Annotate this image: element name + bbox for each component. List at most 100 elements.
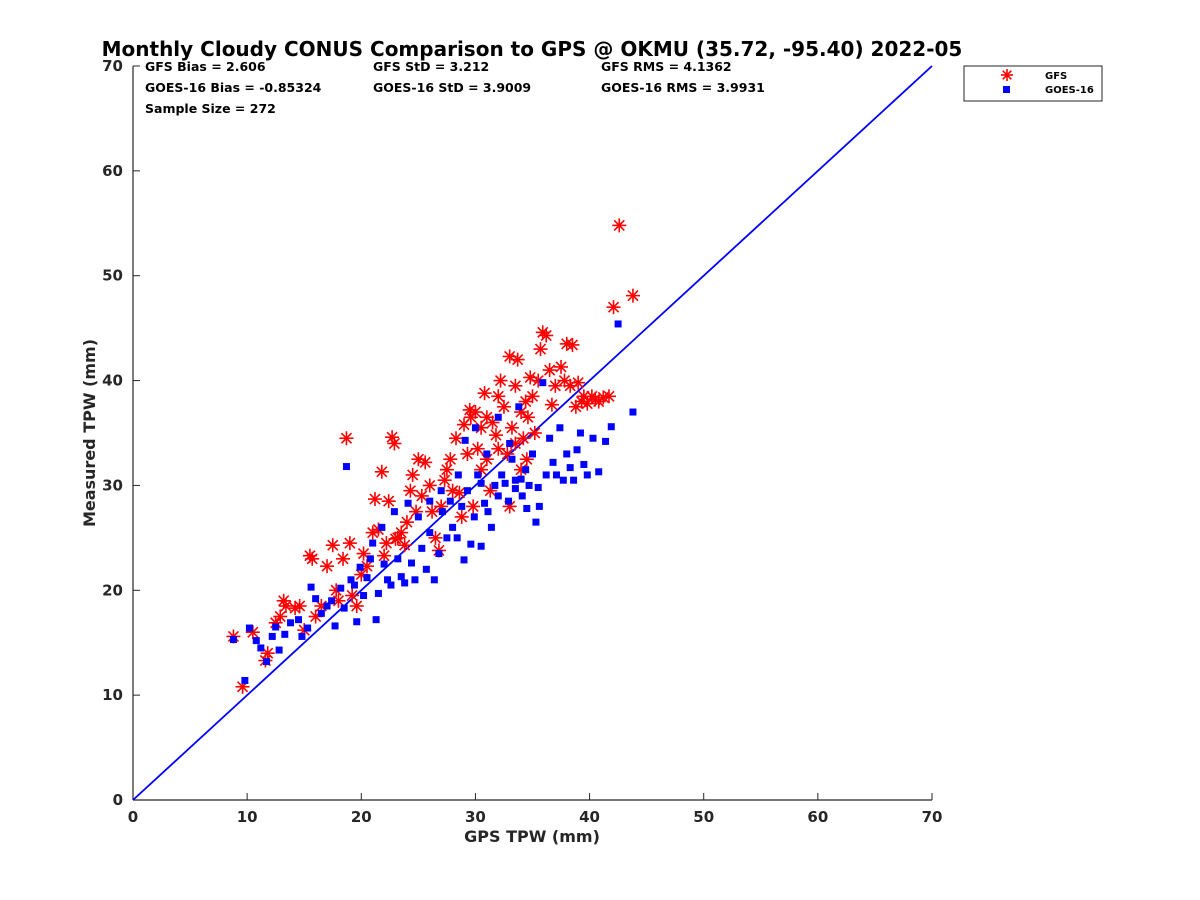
goes16-point (505, 497, 513, 505)
goes16-point (477, 479, 485, 487)
gfs-point (394, 525, 409, 540)
gfs-point (504, 420, 519, 435)
goes16-point (418, 544, 426, 552)
gfs-point (527, 426, 542, 440)
goes16-point (312, 595, 320, 603)
stat-goes16-bias: GOES-16 Bias = -0.85324 (145, 80, 322, 95)
goes16-point (411, 576, 419, 584)
gfs-point (379, 536, 394, 551)
goes16-point (422, 565, 430, 573)
gfs-point (510, 352, 525, 367)
goes16-point (532, 518, 540, 526)
goes16-point (353, 618, 361, 626)
gfs-point (544, 397, 559, 412)
goes16-point (241, 676, 249, 684)
gfs-point (339, 431, 354, 446)
gfs-point (425, 504, 440, 519)
goes16-point (580, 460, 588, 468)
goes16-point (268, 632, 276, 640)
goes16-point (331, 622, 339, 630)
gfs-point (397, 538, 412, 553)
goes16-point (287, 619, 295, 627)
goes16-point (384, 576, 392, 584)
goes16-point (454, 471, 462, 479)
goes16-point (511, 476, 519, 484)
gfs-point (625, 288, 640, 303)
legend-label-gfs: GFS (1045, 71, 1067, 82)
stat-goes16-std: GOES-16 StD = 3.9009 (373, 80, 531, 95)
gfs-point (399, 515, 414, 530)
stats-annotation: GFS Bias = 2.606 GOES-16 Bias = -0.85324… (145, 59, 765, 116)
legend-gfs-asterisk-shape (1001, 69, 1013, 81)
goes16-point (380, 560, 388, 568)
goes16-point (481, 499, 489, 507)
goes16-point (506, 439, 514, 447)
legend: GFS GOES-16 (963, 65, 1103, 102)
goes16-point (275, 646, 283, 654)
y-axis-label: Measured TPW (mm) (80, 339, 99, 527)
goes16-point (435, 550, 443, 558)
gfs-point (374, 464, 389, 479)
tick-group: 0 10 20 30 40 50 60 70 0 10 20 30 40 50 60 70 (102, 57, 942, 826)
x-axis-label: GPS TPW (mm) (464, 827, 600, 846)
goes16-point (511, 485, 519, 493)
goes16-point (508, 455, 516, 463)
goes16-point (494, 492, 502, 500)
gfs-point (571, 375, 586, 390)
gfs-point (449, 431, 464, 446)
goes16-point (477, 542, 485, 550)
goes16-point (245, 624, 253, 632)
goes16-point (517, 475, 525, 483)
gfs-point (439, 462, 454, 477)
gfs-point (488, 428, 503, 443)
y-tick-label: 50 (102, 267, 123, 285)
goes16-point (602, 437, 610, 445)
gfs-point (403, 483, 418, 498)
goes16-point (494, 413, 502, 421)
gfs-point (387, 436, 402, 451)
gfs-point (563, 378, 578, 393)
goes16-point (437, 487, 445, 495)
goes16-point (535, 502, 543, 510)
stat-sample-size: Sample Size = 272 (145, 101, 276, 116)
x-tick-label: 30 (465, 808, 486, 826)
goes16-point (566, 464, 574, 472)
goes16-point (369, 539, 377, 547)
goes16-point (323, 602, 331, 610)
goes16-point (573, 446, 581, 454)
goes16-point (272, 623, 280, 631)
goes16-point (342, 463, 350, 471)
y-tick-label: 70 (102, 57, 123, 75)
gfs-point (496, 399, 511, 414)
gfs-point (443, 452, 458, 467)
gfs-point (479, 410, 494, 425)
gfs-point (342, 536, 357, 551)
goes16-point (523, 504, 531, 512)
gfs-point (565, 337, 580, 352)
goes16-point (401, 579, 409, 587)
goes16-point (614, 320, 622, 328)
goes16-point (460, 556, 468, 564)
gfs-point (445, 483, 460, 498)
goes16-point (552, 471, 560, 479)
goes16-point (629, 408, 637, 416)
goes16-point (522, 466, 530, 474)
gfs-point (418, 455, 433, 470)
gfs-point (493, 373, 508, 388)
y-tick-label: 0 (113, 791, 123, 809)
goes16-point (471, 424, 479, 432)
goes16-point (539, 379, 547, 387)
gfs-point (437, 473, 452, 488)
goes16-point (559, 476, 567, 484)
x-tick-label: 50 (693, 808, 714, 826)
gfs-point (454, 509, 469, 524)
goes16-point (404, 499, 412, 507)
legend-goes16-square-icon (1003, 86, 1010, 93)
y-tick-label: 60 (102, 162, 123, 180)
goes16-point (556, 424, 564, 432)
gfs-point (422, 478, 437, 493)
gfs-point (539, 328, 554, 343)
gfs-point (414, 488, 429, 503)
goes16-point (501, 479, 509, 487)
